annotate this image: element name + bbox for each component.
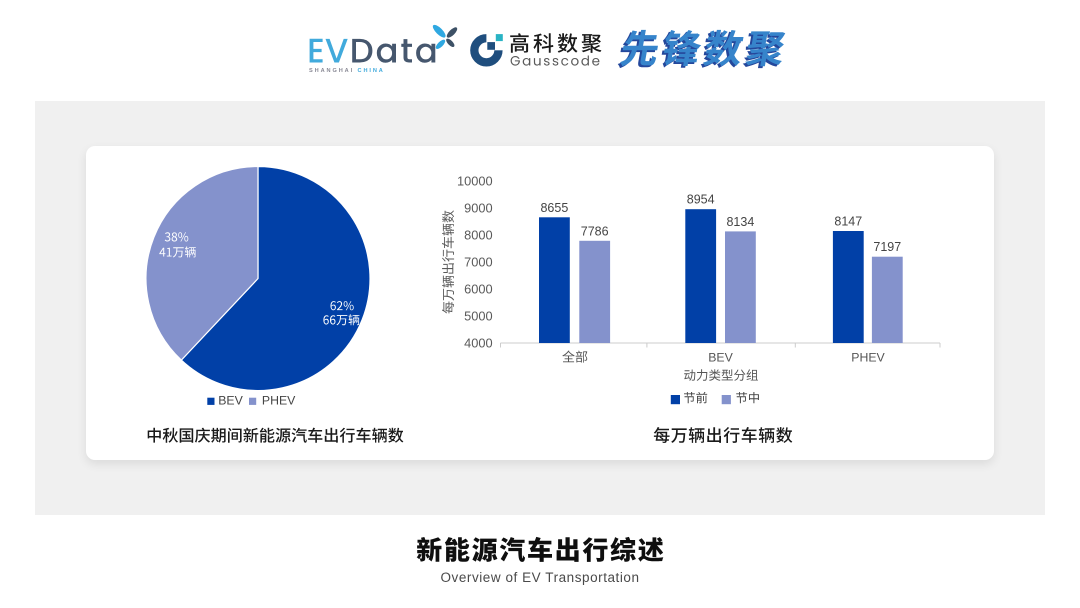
- svg-text:PHEV: PHEV: [262, 393, 296, 407]
- svg-text:BEV: BEV: [218, 393, 243, 407]
- svg-text:BEV: BEV: [708, 351, 733, 365]
- svg-text:6000: 6000: [464, 282, 492, 297]
- svg-text:9000: 9000: [464, 201, 492, 216]
- svg-text:7197: 7197: [873, 240, 901, 254]
- svg-text:10000: 10000: [457, 174, 493, 189]
- svg-text:SHANGHAI CHINA: SHANGHAI CHINA: [309, 68, 385, 74]
- svg-text:8954: 8954: [687, 193, 715, 207]
- svg-text:8000: 8000: [464, 228, 492, 243]
- svg-text:8134: 8134: [726, 215, 754, 229]
- svg-text:7000: 7000: [464, 255, 492, 270]
- svg-text:5000: 5000: [464, 309, 492, 324]
- svg-text:8655: 8655: [540, 201, 568, 215]
- svg-text:Overview of EV Transportation: Overview of EV Transportation: [440, 570, 639, 585]
- svg-text:7786: 7786: [581, 224, 609, 238]
- svg-text:PHEV: PHEV: [851, 351, 885, 365]
- svg-text:4000: 4000: [464, 336, 492, 351]
- svg-text:8147: 8147: [834, 215, 862, 229]
